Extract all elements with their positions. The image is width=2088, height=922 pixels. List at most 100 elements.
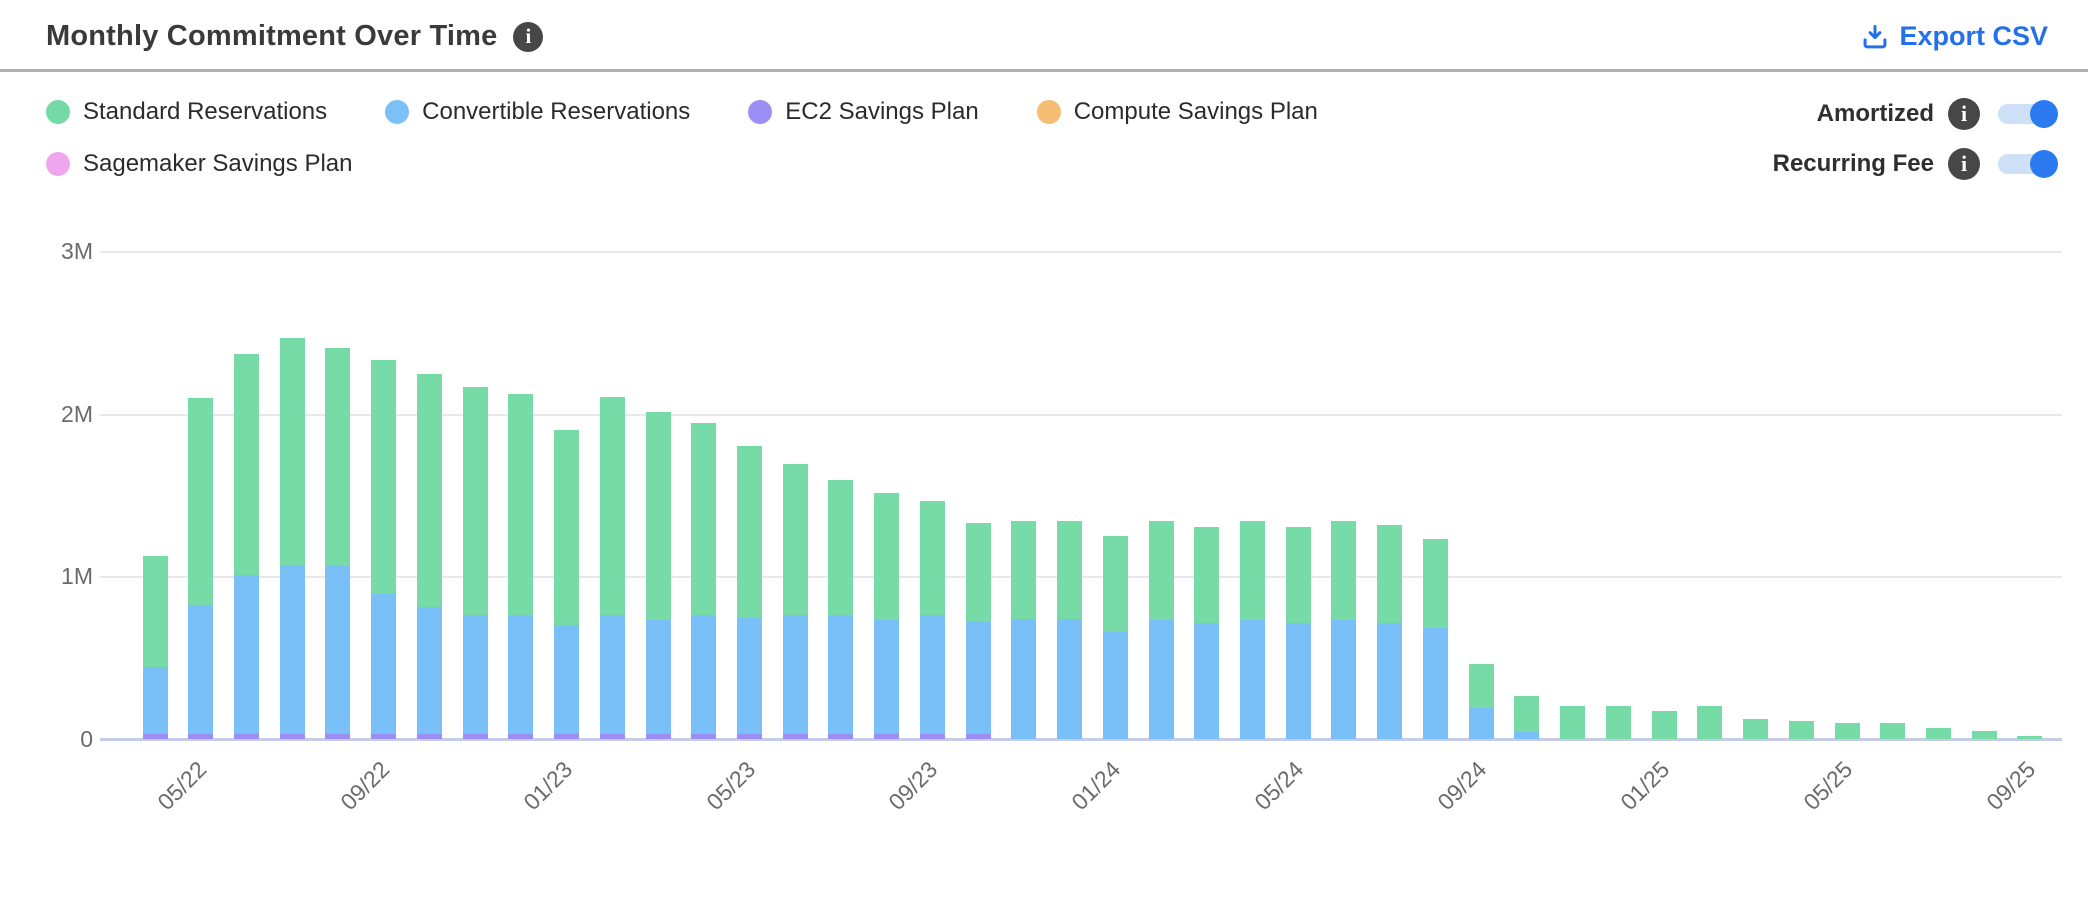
bar-segment — [1422, 628, 1448, 739]
bar-segment — [1011, 521, 1037, 619]
bar-06/25[interactable] — [1880, 723, 1906, 739]
bar-segment — [371, 360, 397, 594]
bar-12/23[interactable] — [1057, 521, 1083, 739]
legend-item-standard-reservations[interactable]: Standard Reservations — [46, 98, 327, 126]
toggle-knob — [2030, 150, 2058, 178]
export-csv-label: Export CSV — [1899, 21, 2048, 51]
bar-11/22[interactable] — [462, 387, 488, 739]
x-tick-09-25: 09/25 — [1981, 756, 2041, 816]
legend-item-sagemaker-savings-plan[interactable]: Sagemaker Savings Plan — [46, 150, 352, 178]
bar-07/22[interactable] — [279, 338, 305, 739]
bar-07/24[interactable] — [1377, 525, 1403, 739]
download-icon — [1861, 23, 1889, 51]
bar-05/23[interactable] — [736, 446, 762, 739]
bar-segment — [554, 734, 580, 739]
controls-row: Standard Reservations Convertible Reserv… — [0, 72, 2088, 180]
bar-04/23[interactable] — [691, 423, 717, 739]
bar-segment — [1057, 619, 1083, 739]
bar-segment — [233, 575, 259, 734]
bar-02/23[interactable] — [599, 397, 625, 739]
bar-09/23[interactable] — [919, 501, 945, 739]
bar-segment — [965, 523, 991, 622]
bar-08/23[interactable] — [874, 493, 900, 739]
bar-10/23[interactable] — [965, 523, 991, 739]
bar-06/24[interactable] — [1331, 521, 1357, 739]
bar-segment — [371, 734, 397, 739]
bar-03/25[interactable] — [1743, 719, 1769, 739]
bar-10/24[interactable] — [1514, 696, 1540, 739]
bar-04/22[interactable] — [142, 556, 168, 739]
amortized-info-icon[interactable]: i — [1948, 98, 1980, 130]
bar-segment — [1514, 732, 1540, 739]
bar-05/25[interactable] — [1834, 723, 1860, 739]
bar-11/23[interactable] — [1011, 521, 1037, 739]
bar-segment — [691, 615, 717, 734]
bar-segment — [1240, 521, 1266, 620]
bar-09/24[interactable] — [1468, 664, 1494, 739]
bar-segment — [416, 607, 442, 734]
bar-segment — [188, 605, 214, 734]
bar-09/22[interactable] — [371, 360, 397, 739]
bar-segment — [1102, 632, 1128, 739]
ec2-savings-plan-dot-icon — [748, 100, 773, 124]
bar-12/22[interactable] — [508, 394, 534, 739]
export-csv-button[interactable]: Export CSV — [1861, 21, 2048, 52]
bar-04/25[interactable] — [1788, 721, 1814, 739]
bar-segment — [736, 734, 762, 739]
recurring-fee-info-icon[interactable]: i — [1948, 148, 1980, 180]
bar-03/24[interactable] — [1194, 527, 1220, 739]
bar-05/22[interactable] — [188, 398, 214, 739]
bar-01/23[interactable] — [554, 430, 580, 739]
bar-07/23[interactable] — [828, 480, 854, 739]
gridline-2m — [100, 414, 2062, 416]
page-title: Monthly Commitment Over Time — [46, 20, 498, 52]
bar-segment — [828, 615, 854, 734]
bar-10/22[interactable] — [416, 374, 442, 739]
bar-06/22[interactable] — [233, 354, 259, 739]
bar-segment — [233, 354, 259, 575]
bar-segment — [233, 734, 259, 739]
bar-08/24[interactable] — [1422, 539, 1448, 739]
bar-01/24[interactable] — [1102, 536, 1128, 739]
bar-segment — [645, 620, 671, 734]
bar-08/25[interactable] — [1971, 731, 1997, 739]
x-tick-05-22: 05/22 — [152, 756, 212, 816]
bar-segment — [462, 615, 488, 734]
x-tick-01-24: 01/24 — [1066, 756, 1126, 816]
convertible-reservations-dot-icon — [385, 100, 410, 124]
info-circle-icon[interactable]: i — [513, 21, 544, 52]
bar-12/24[interactable] — [1605, 706, 1631, 739]
bar-segment — [508, 394, 534, 615]
bar-01/25[interactable] — [1651, 711, 1677, 739]
bar-segment — [1834, 723, 1860, 739]
bar-02/24[interactable] — [1148, 521, 1174, 739]
amortized-toggle[interactable] — [1998, 100, 2058, 128]
bar-segment — [874, 620, 900, 734]
bar-segment — [508, 615, 534, 734]
x-tick-09-22: 09/22 — [334, 756, 395, 816]
bar-07/25[interactable] — [1925, 728, 1951, 739]
bar-segment — [1468, 664, 1494, 708]
bar-segment — [1880, 723, 1906, 739]
bar-11/24[interactable] — [1560, 706, 1586, 739]
gridline-3m — [100, 251, 2062, 253]
bar-06/23[interactable] — [782, 464, 808, 739]
bar-09/25[interactable] — [2017, 736, 2043, 739]
legend-item-ec2-savings-plan[interactable]: EC2 Savings Plan — [748, 98, 979, 126]
legend-label: Sagemaker Savings Plan — [83, 150, 353, 177]
bar-segment — [736, 618, 762, 734]
bar-08/22[interactable] — [325, 348, 351, 739]
bar-03/23[interactable] — [645, 412, 671, 739]
bar-04/24[interactable] — [1240, 521, 1266, 739]
y-tick-2m: 2M — [61, 401, 93, 427]
header: Monthly Commitment Over Time i Export CS… — [0, 0, 2088, 69]
amortized-label: Amortized — [1816, 100, 1934, 127]
y-tick-zero: 0 — [80, 726, 93, 752]
legend-label: Standard Reservations — [83, 98, 328, 125]
legend-item-convertible-reservations[interactable]: Convertible Reservations — [385, 98, 690, 126]
legend-item-compute-savings-plan[interactable]: Compute Savings Plan — [1036, 98, 1318, 126]
bar-05/24[interactable] — [1285, 527, 1311, 739]
bar-02/25[interactable] — [1697, 706, 1723, 739]
recurring-fee-toggle[interactable] — [1998, 150, 2058, 178]
bar-segment — [919, 615, 945, 734]
